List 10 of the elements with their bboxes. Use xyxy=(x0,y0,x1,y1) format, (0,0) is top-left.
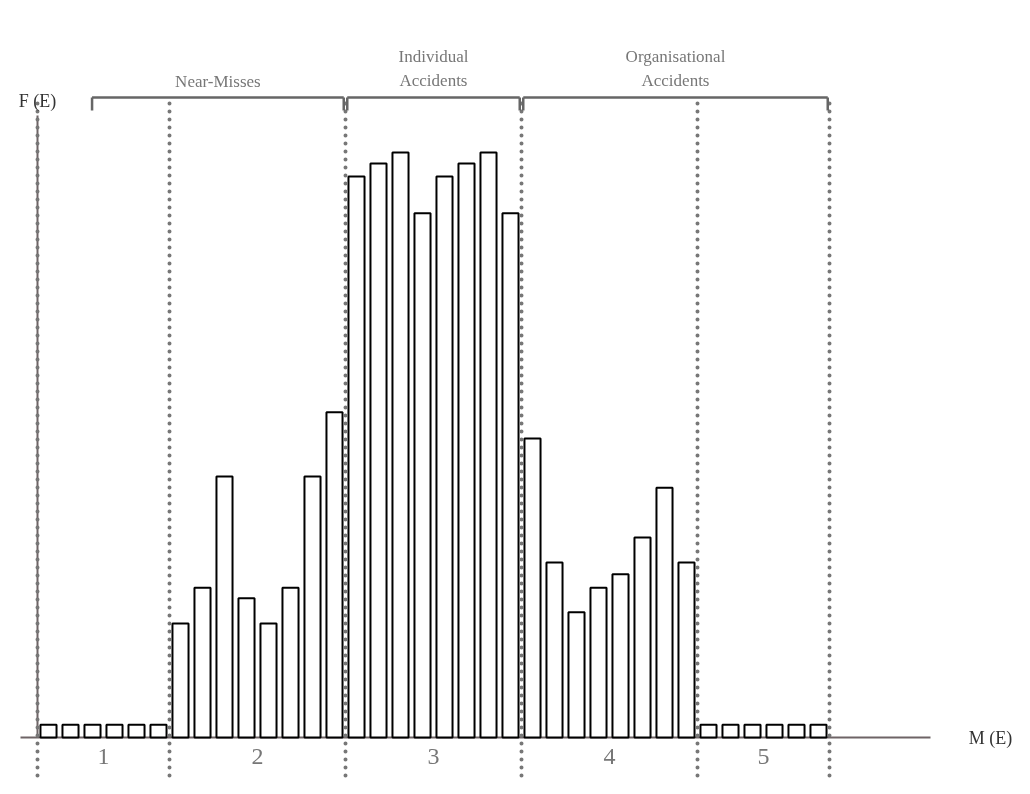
text: 4 xyxy=(603,742,616,769)
text: 2 xyxy=(251,742,264,769)
y-axis-title: F (E) xyxy=(18,90,57,112)
text: 3 xyxy=(427,742,440,769)
text: Individual Accidents xyxy=(398,46,469,91)
text: Organisational Accidents xyxy=(625,46,726,91)
text: 5 xyxy=(757,742,770,769)
text: 1 xyxy=(97,742,110,769)
text: Near-Misses xyxy=(175,71,261,91)
text: M (E) xyxy=(968,727,1013,749)
